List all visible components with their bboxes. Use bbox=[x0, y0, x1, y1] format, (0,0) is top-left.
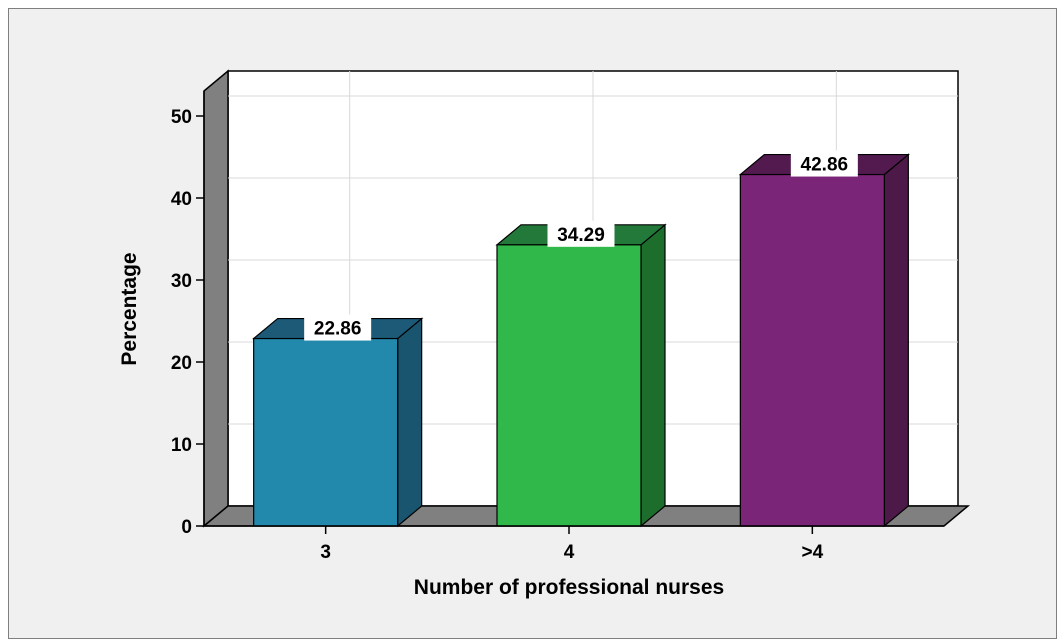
bar-side bbox=[397, 317, 423, 528]
x-tick-label: 4 bbox=[564, 542, 575, 563]
left-wall bbox=[203, 69, 229, 528]
y-tick-label: 30 bbox=[171, 271, 192, 292]
bar-front bbox=[739, 173, 885, 527]
x-axis-title: Number of professional nurses bbox=[414, 576, 724, 599]
y-tick-label: 50 bbox=[171, 107, 192, 128]
bar-side bbox=[640, 223, 666, 528]
bars: 22.86 34.29 42.86 bbox=[252, 150, 910, 528]
chart-frame: 0 10 20 30 40 50 22.86 34.29 42.86 3 4 >4 Percent… bbox=[8, 8, 1057, 639]
bar-chart: 0 10 20 30 40 50 22.86 34.29 42.86 3 4 >4 Percent… bbox=[118, 69, 971, 599]
y-tick-label: 40 bbox=[171, 189, 192, 210]
data-label: 34.29 bbox=[557, 225, 605, 246]
bar-front bbox=[496, 244, 642, 527]
data-label-box bbox=[304, 314, 372, 341]
bar-front bbox=[253, 337, 399, 527]
y-axis: 0 10 20 30 40 50 bbox=[171, 91, 205, 538]
data-label: 22.86 bbox=[314, 319, 362, 340]
y-tick-label: 10 bbox=[171, 435, 192, 456]
bar-2: 34.29 bbox=[495, 220, 667, 528]
bar-1: 22.86 bbox=[252, 314, 424, 528]
data-label-box bbox=[790, 150, 858, 177]
data-label: 42.86 bbox=[801, 155, 849, 176]
bar-3: 42.86 bbox=[738, 150, 910, 528]
y-axis-title: Percentage bbox=[118, 252, 141, 365]
y-tick-label: 20 bbox=[171, 353, 192, 374]
x-axis: 3 4 >4 bbox=[204, 525, 944, 563]
y-tick-label: 0 bbox=[181, 517, 192, 538]
x-tick-label: 3 bbox=[320, 542, 331, 563]
x-tick-label: >4 bbox=[801, 542, 823, 563]
bar-side bbox=[883, 153, 909, 528]
data-label-box bbox=[547, 220, 615, 247]
